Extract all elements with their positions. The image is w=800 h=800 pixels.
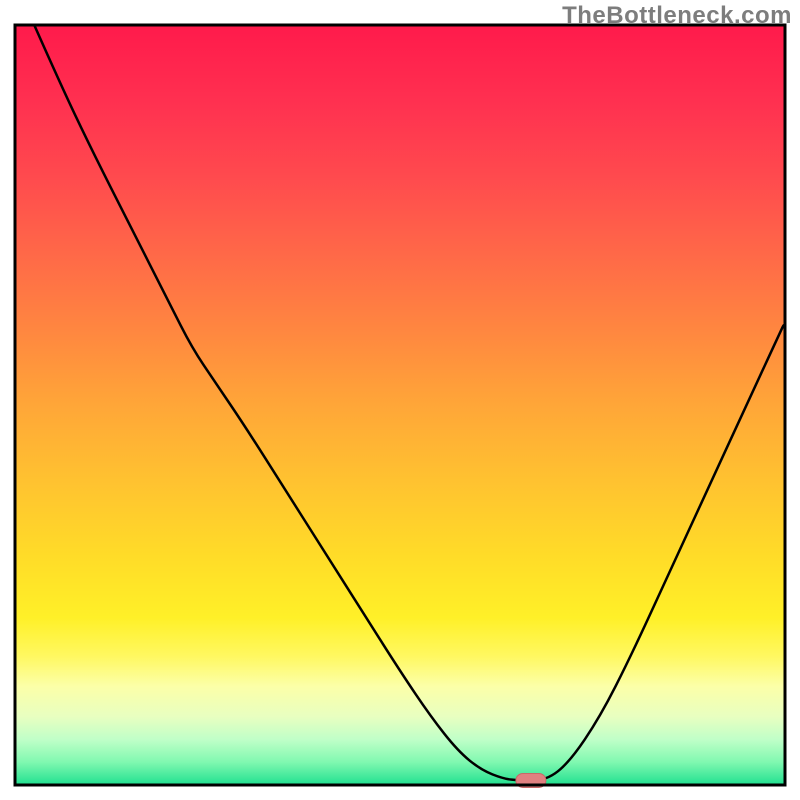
- bottleneck-chart: [0, 0, 800, 800]
- watermark-text: TheBottleneck.com: [562, 2, 792, 30]
- chart-container: { "watermark": { "text": "TheBottleneck.…: [0, 0, 800, 800]
